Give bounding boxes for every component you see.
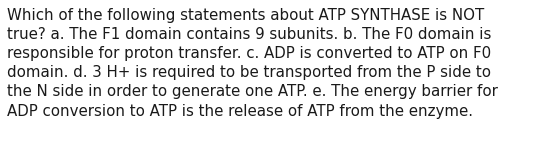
Text: Which of the following statements about ATP SYNTHASE is NOT
true? a. The F1 doma: Which of the following statements about …	[7, 8, 498, 119]
